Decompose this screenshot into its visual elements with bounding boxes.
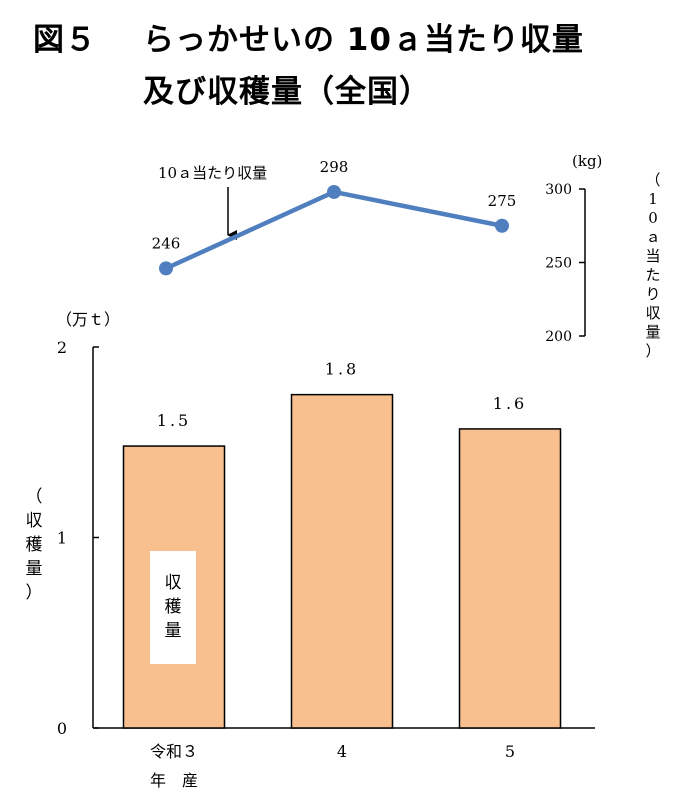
bar-data-label-0: 1.5 <box>157 411 191 430</box>
line-chart-ylabel-char-0: （ <box>645 171 660 189</box>
bar-data-label-2: 1.6 <box>493 394 527 413</box>
line-chart-ylabel-char-8: 量 <box>645 323 660 341</box>
line-chart-annotation: 10ａ当たり収量 <box>158 164 267 182</box>
line-chart-tick-label-300: 300 <box>545 182 572 198</box>
bar-1 <box>290 393 394 729</box>
line-chart-ylabel-char-4: 当 <box>645 247 660 265</box>
x-axis-sublabel: 年 産 <box>150 771 198 790</box>
line-point-0 <box>159 261 173 276</box>
bar-chart-tick-label-1: 1 <box>57 529 67 548</box>
line-data-label-1: 298 <box>320 158 349 176</box>
line-point-2 <box>495 218 509 233</box>
x-tick-label-1: 4 <box>337 742 347 761</box>
bar-chart-unit: （万ｔ） <box>56 310 120 329</box>
line-chart-ylabel-char-2: 0 <box>648 209 658 227</box>
figure-title-line-2: 及び収穫量（全国） <box>143 74 431 110</box>
bar-chart-ylabel-char-3: 量 <box>26 559 43 579</box>
line-series-10a-yield <box>165 189 503 271</box>
line-chart-tick-label-200: 200 <box>545 329 572 345</box>
line-chart-ylabel-char-1: 1 <box>648 190 658 208</box>
bar-inner-label-char-1: 穫 <box>165 597 182 617</box>
bar-chart-ylabel-char-0: （ <box>26 487 43 507</box>
bar-2 <box>458 428 562 729</box>
bar-inner-label-char-2: 量 <box>165 621 182 641</box>
bar-inner-label-char-0: 収 <box>165 573 182 593</box>
inner-label-box <box>150 551 196 664</box>
line-chart-tick-label-250: 250 <box>545 256 572 272</box>
line-point-1 <box>327 184 341 199</box>
bar-chart-ylabel-char-1: 収 <box>26 511 43 531</box>
bar-data-label-1: 1.8 <box>325 360 359 379</box>
bar-chart-ylabel-char-4: ） <box>26 583 43 603</box>
bar-chart-ylabel-char-2: 穫 <box>26 535 43 555</box>
bar-chart-tick-label-2: 2 <box>57 338 67 357</box>
x-tick-label-2: 5 <box>505 742 515 761</box>
line-chart-ylabel-char-3: ａ <box>645 228 660 246</box>
line-data-label-0: 246 <box>152 234 181 252</box>
x-tick-label-0: 令和３ <box>150 742 198 761</box>
line-chart-ylabel-char-9: ） <box>645 342 660 360</box>
line-chart-unit: (kg) <box>572 152 602 170</box>
line-data-label-2: 275 <box>488 192 517 210</box>
line-chart-ylabel-char-5: た <box>645 266 660 284</box>
bar-chart-tick-label-0: 0 <box>57 719 67 738</box>
figure-number: 図５ <box>33 22 97 58</box>
line-chart-ylabel-char-6: り <box>645 285 660 303</box>
line-chart-ylabel-char-7: 収 <box>645 304 660 322</box>
figure-title-line-1: らっかせいの 10ａ当たり収量 <box>143 22 584 58</box>
